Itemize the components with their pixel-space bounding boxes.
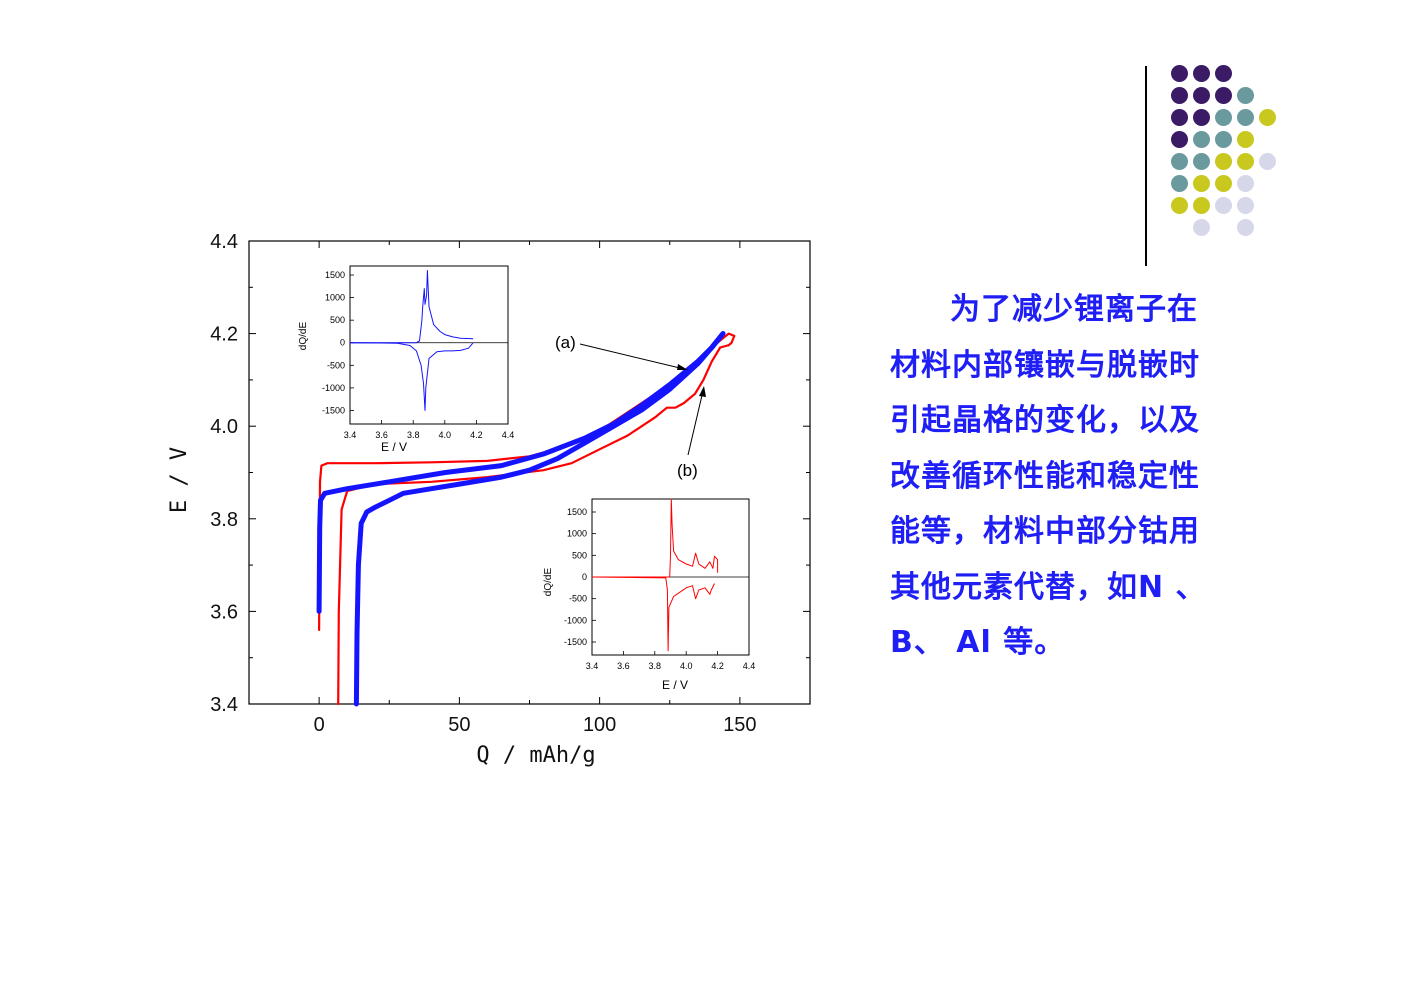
y-tick-label: 4.4 <box>210 231 238 253</box>
inset-red-x-tick-label: 4.2 <box>711 661 724 671</box>
x-tick-label: 0 <box>314 714 325 736</box>
inset-red-y-tick-label: -1500 <box>564 637 587 647</box>
inset-red-y-tick-label: 0 <box>582 572 587 582</box>
inset-red-y-tick-label: 1000 <box>567 529 587 539</box>
annotation-b-arrow <box>687 390 704 456</box>
inset-red-x-tick-label: 3.8 <box>649 661 662 671</box>
inset-red-y-tick-label: 500 <box>572 550 587 560</box>
annotation-b-arrowhead <box>699 386 706 397</box>
inset-red-y-tick-label: -1000 <box>564 615 587 625</box>
side-text-line: 改善循环性能和稳定性 <box>890 458 1200 494</box>
y-tick-label: 3.4 <box>210 694 238 716</box>
inset-red-lower-curve <box>591 576 715 652</box>
inset-red-y-tick-label: 1500 <box>567 507 587 517</box>
inset-red-ylabel: dQ/dE <box>543 568 554 597</box>
inset-blue-y-tick-label: 1000 <box>325 293 345 303</box>
inset-red-x-tick-label: 4.4 <box>743 661 756 671</box>
inset-red-x-tick-label: 3.6 <box>617 661 630 671</box>
annotation-a-arrow <box>579 343 685 370</box>
inset-red-series <box>591 498 719 652</box>
main-axis-ticks: 0 50 100 150 3.4 3.6 3.8 4.0 4.2 4.4 <box>210 231 811 736</box>
inset-blue-y-tick-label: 0 <box>340 338 345 348</box>
inset-blue-frame <box>349 265 509 425</box>
side-text-line: 为了减少锂离子在 <box>950 292 1198 327</box>
inset-blue-y-tick-label: -1000 <box>322 383 345 393</box>
y-tick-label: 4.2 <box>210 324 238 346</box>
annotation-a-label: (a) <box>555 333 576 352</box>
inset-blue-upper-curve <box>350 270 474 344</box>
side-text-block: 为了减少锂离子在 材料内部镶嵌与脱嵌时 引起晶格的变化，以及 改善循环性能和稳定… <box>890 282 1250 671</box>
side-text-line: 其他元素代替，如N 、 <box>890 569 1207 605</box>
inset-blue-x-tick-label: 4.0 <box>439 430 452 440</box>
y-tick-label: 3.8 <box>210 509 238 531</box>
side-text-line: 材料内部镶嵌与脱嵌时 <box>890 347 1200 383</box>
inset-blue-x-tick-label: 3.4 <box>344 430 357 440</box>
side-text-line: 能等，材料中部分钴用 <box>890 514 1200 549</box>
decorative-vertical-line <box>1145 66 1147 266</box>
inset-blue-y-tick-label: -1500 <box>322 405 345 415</box>
inset-blue-y-tick-label: 500 <box>330 315 345 325</box>
inset-blue-lower-curve <box>349 342 474 411</box>
side-text-line: B、 Al 等。 <box>890 625 1066 660</box>
inset-red-ticks: 3.4 3.6 3.8 4.0 4.2 4.4 1500 1000 500 0 -500 -1000 -… <box>564 507 755 671</box>
annotation-a-arrowhead <box>677 364 688 370</box>
inset-blue-series <box>349 270 474 411</box>
inset-blue-xlabel: E / V <box>381 440 407 454</box>
side-text-line: 引起晶格的变化，以及 <box>890 403 1200 438</box>
blue-charge-curve <box>316 331 726 614</box>
inset-blue-x-tick-label: 3.8 <box>407 430 420 440</box>
annotation-b-label: (b) <box>677 461 698 480</box>
main-series-group <box>316 331 736 707</box>
main-x-axis-label: Q / mAh/g <box>476 743 595 768</box>
inset-red-x-tick-label: 4.0 <box>680 661 693 671</box>
inset-blue-y-tick-label: 1500 <box>325 270 345 280</box>
main-y-axis-label: E / V <box>167 447 192 513</box>
inset-blue-ylabel: dQ/dE <box>298 322 309 351</box>
inset-blue-y-tick-label: -500 <box>327 360 345 370</box>
inset-blue-x-tick-label: 3.6 <box>375 430 388 440</box>
y-tick-label: 3.6 <box>210 601 238 623</box>
x-tick-label: 100 <box>583 714 616 736</box>
inset-red-y-tick-label: -500 <box>569 594 587 604</box>
inset-blue-x-tick-label: 4.2 <box>470 430 483 440</box>
inset-blue-x-tick-label: 4.4 <box>502 430 515 440</box>
x-tick-label: 50 <box>448 714 470 736</box>
inset-red-upper-curve <box>592 498 719 578</box>
blue-discharge-curve <box>353 331 726 707</box>
inset-red-xlabel: E / V <box>662 678 688 692</box>
y-tick-label: 4.0 <box>210 416 238 438</box>
annotation-group: (a) (b) <box>555 333 706 480</box>
inset-red-x-tick-label: 3.4 <box>586 661 599 671</box>
x-tick-label: 150 <box>723 714 756 736</box>
